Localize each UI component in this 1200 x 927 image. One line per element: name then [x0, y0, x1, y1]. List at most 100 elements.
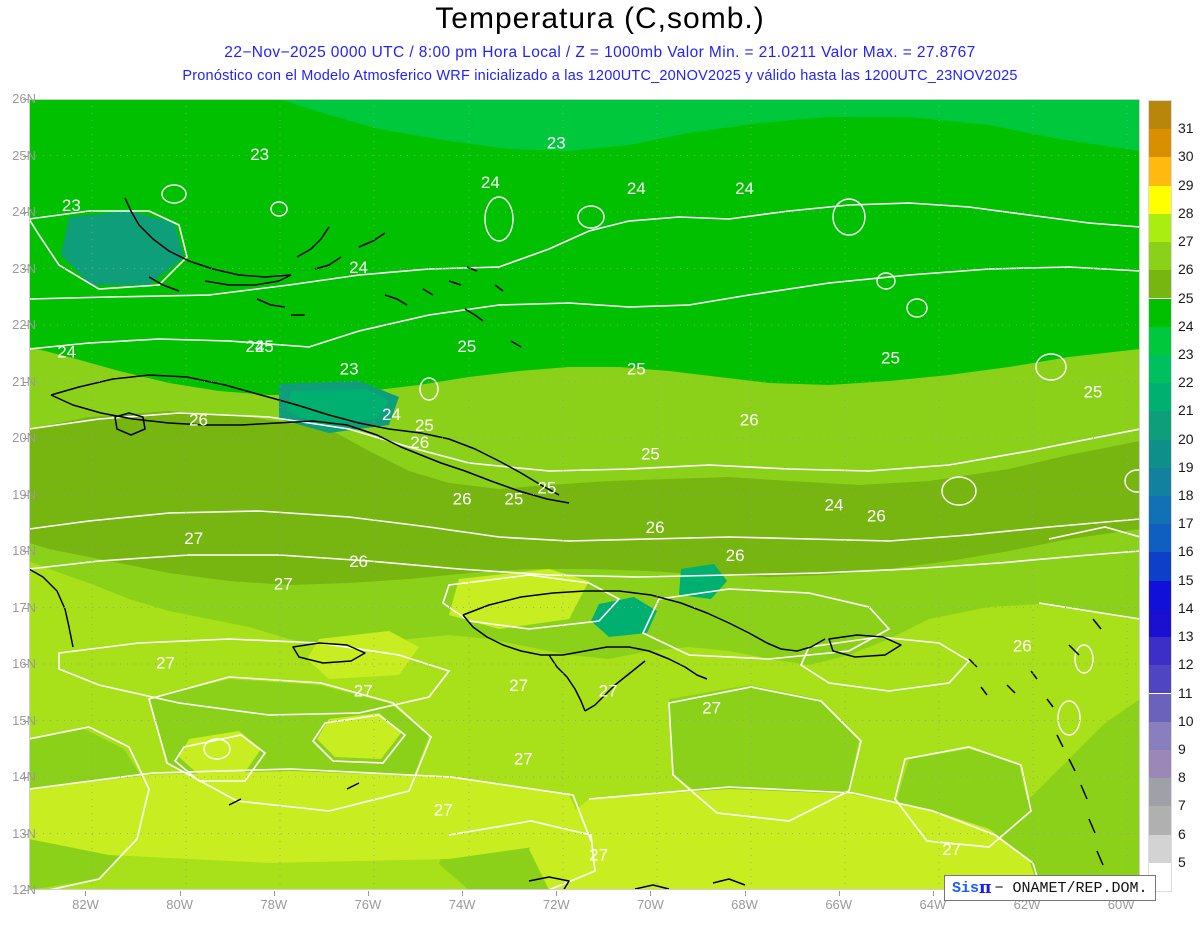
contour-label: 27: [509, 676, 528, 695]
colorbar-band: [1149, 326, 1171, 355]
colorbar[interactable]: [1148, 100, 1172, 892]
contour-label: 24: [627, 179, 646, 198]
colorbar-tick-label: 18: [1178, 487, 1194, 503]
colorbar-tick-label: 22: [1178, 374, 1194, 391]
lat-tick-mark: [23, 381, 28, 383]
colorbar-tick-label: 23: [1178, 345, 1194, 362]
lon-tick-mark: [650, 891, 652, 896]
lon-tick-label: 76W: [354, 897, 382, 912]
contour-label: 24: [481, 173, 500, 192]
lat-tick-mark: [23, 890, 28, 891]
colorbar-tick-label: 7: [1178, 797, 1186, 814]
colorbar-tick-label: 16: [1178, 543, 1194, 560]
lon-tick-mark: [367, 891, 369, 896]
colorbar-band: [1149, 721, 1171, 750]
lon-tick-label: 80W: [166, 897, 193, 912]
colorbar-tick-label: 11: [1178, 684, 1193, 701]
lat-tick-mark: [23, 833, 28, 835]
lon-tick-mark: [744, 891, 746, 896]
contour-label: 25: [255, 337, 274, 356]
colorbar-band: [1149, 693, 1171, 722]
colorbar-band: [1149, 411, 1171, 440]
contour-label: 26: [410, 433, 429, 452]
colorbar-band: [1149, 185, 1171, 214]
contour-label: 24: [349, 258, 368, 277]
colorbar-band: [1149, 778, 1171, 807]
lat-tick-mark: [23, 664, 28, 665]
subtitle-line-1: 22−Nov−2025 0000 UTC / 8:00 pm Hora Loca…: [224, 44, 976, 61]
contour-label: 23: [340, 360, 359, 379]
lon-tick-mark: [932, 891, 934, 896]
colorbar-band: [1149, 806, 1171, 835]
contour-label: 25: [627, 360, 646, 379]
lat-tick-mark: [23, 155, 28, 157]
colorbar-tick-label: 15: [1178, 571, 1194, 588]
colorbar-tick-label: 10: [1178, 712, 1194, 729]
contour-label: 26: [1013, 637, 1032, 656]
colorbar-tick-label: 12: [1178, 656, 1194, 673]
contour-label: 26: [453, 490, 472, 509]
sispi-onamet-logo: Sis π − ONAMET/REP.DOM.: [944, 875, 1156, 901]
lat-tick-label: 19N: [12, 486, 36, 502]
colorbar-band: [1149, 524, 1171, 553]
contour-label: 24: [57, 343, 76, 362]
colorbar-tick-label: 6: [1178, 825, 1186, 842]
colorbar-tick-label: 26: [1178, 261, 1194, 278]
colorbar-band: [1149, 665, 1171, 694]
colorbar-tick-label: 9: [1178, 740, 1186, 757]
contour-label: 27: [589, 846, 608, 865]
colorbar-band: [1149, 383, 1171, 412]
contour-label: 25: [537, 478, 556, 497]
lon-tick-label: 78W: [260, 897, 288, 912]
contour-label: 27: [184, 529, 203, 548]
colorbar-tick-label: 30: [1178, 148, 1194, 165]
lon-tick-label: 74W: [448, 897, 476, 912]
colorbar-tick-label: 8: [1178, 769, 1186, 786]
colorbar-band: [1149, 213, 1171, 243]
contour-label: 23: [250, 145, 269, 164]
lon-tick-mark: [273, 891, 275, 896]
temperature-map: 23 23 23 23 24 24 24 24 24 24 24 24 25 25 25 25 25 25 25 25…: [29, 99, 1140, 890]
contour-label: 26: [349, 552, 368, 571]
contour-label: 25: [1083, 382, 1102, 401]
colorbar-tick-label: 27: [1178, 233, 1194, 250]
colorbar-band: [1149, 439, 1171, 468]
contour-label: 27: [514, 750, 533, 769]
lon-tick-mark: [179, 891, 181, 896]
colorbar-band: [1149, 354, 1171, 384]
contour-label: 27: [156, 653, 175, 672]
colorbar-band: [1149, 467, 1171, 496]
contour-label: 25: [457, 337, 476, 356]
contour-label: 26: [867, 507, 886, 526]
lat-tick-label: 14N: [12, 769, 36, 784]
colorbar-band: [1149, 637, 1171, 666]
contour-label: 24: [246, 337, 265, 356]
colorbar-band: [1149, 242, 1171, 271]
lat-tick-label: 15N: [12, 712, 36, 728]
colorbar-tick-label: 29: [1178, 176, 1194, 193]
contour-label: 26: [189, 411, 208, 430]
contour-label: 24: [382, 405, 401, 424]
lat-tick-mark: [23, 494, 28, 496]
lat-tick-label: 23N: [12, 260, 36, 276]
lat-tick-mark: [23, 720, 28, 722]
contour-label: 27: [354, 682, 373, 701]
colorbar-tick-label: 20: [1178, 430, 1194, 447]
lat-tick-label: 26N: [12, 91, 36, 106]
colorbar-band: [1149, 101, 1171, 130]
lat-tick-mark: [23, 212, 28, 213]
lon-tick-mark: [462, 891, 464, 896]
lat-tick-label: 20N: [12, 430, 36, 445]
colorbar-tick-label: 31: [1178, 120, 1194, 137]
colorbar-band: [1149, 749, 1171, 779]
colorbar-band: [1149, 157, 1171, 186]
lon-tick-mark: [85, 891, 87, 896]
colorbar-tick-label: 17: [1178, 515, 1194, 532]
logo-sis-text: Sis: [952, 879, 980, 897]
colorbar-band: [1149, 580, 1171, 609]
colorbar-band: [1149, 298, 1171, 327]
lat-tick-mark: [23, 438, 28, 439]
lat-tick-mark: [23, 777, 28, 778]
colorbar-tick-label: 28: [1178, 204, 1194, 221]
